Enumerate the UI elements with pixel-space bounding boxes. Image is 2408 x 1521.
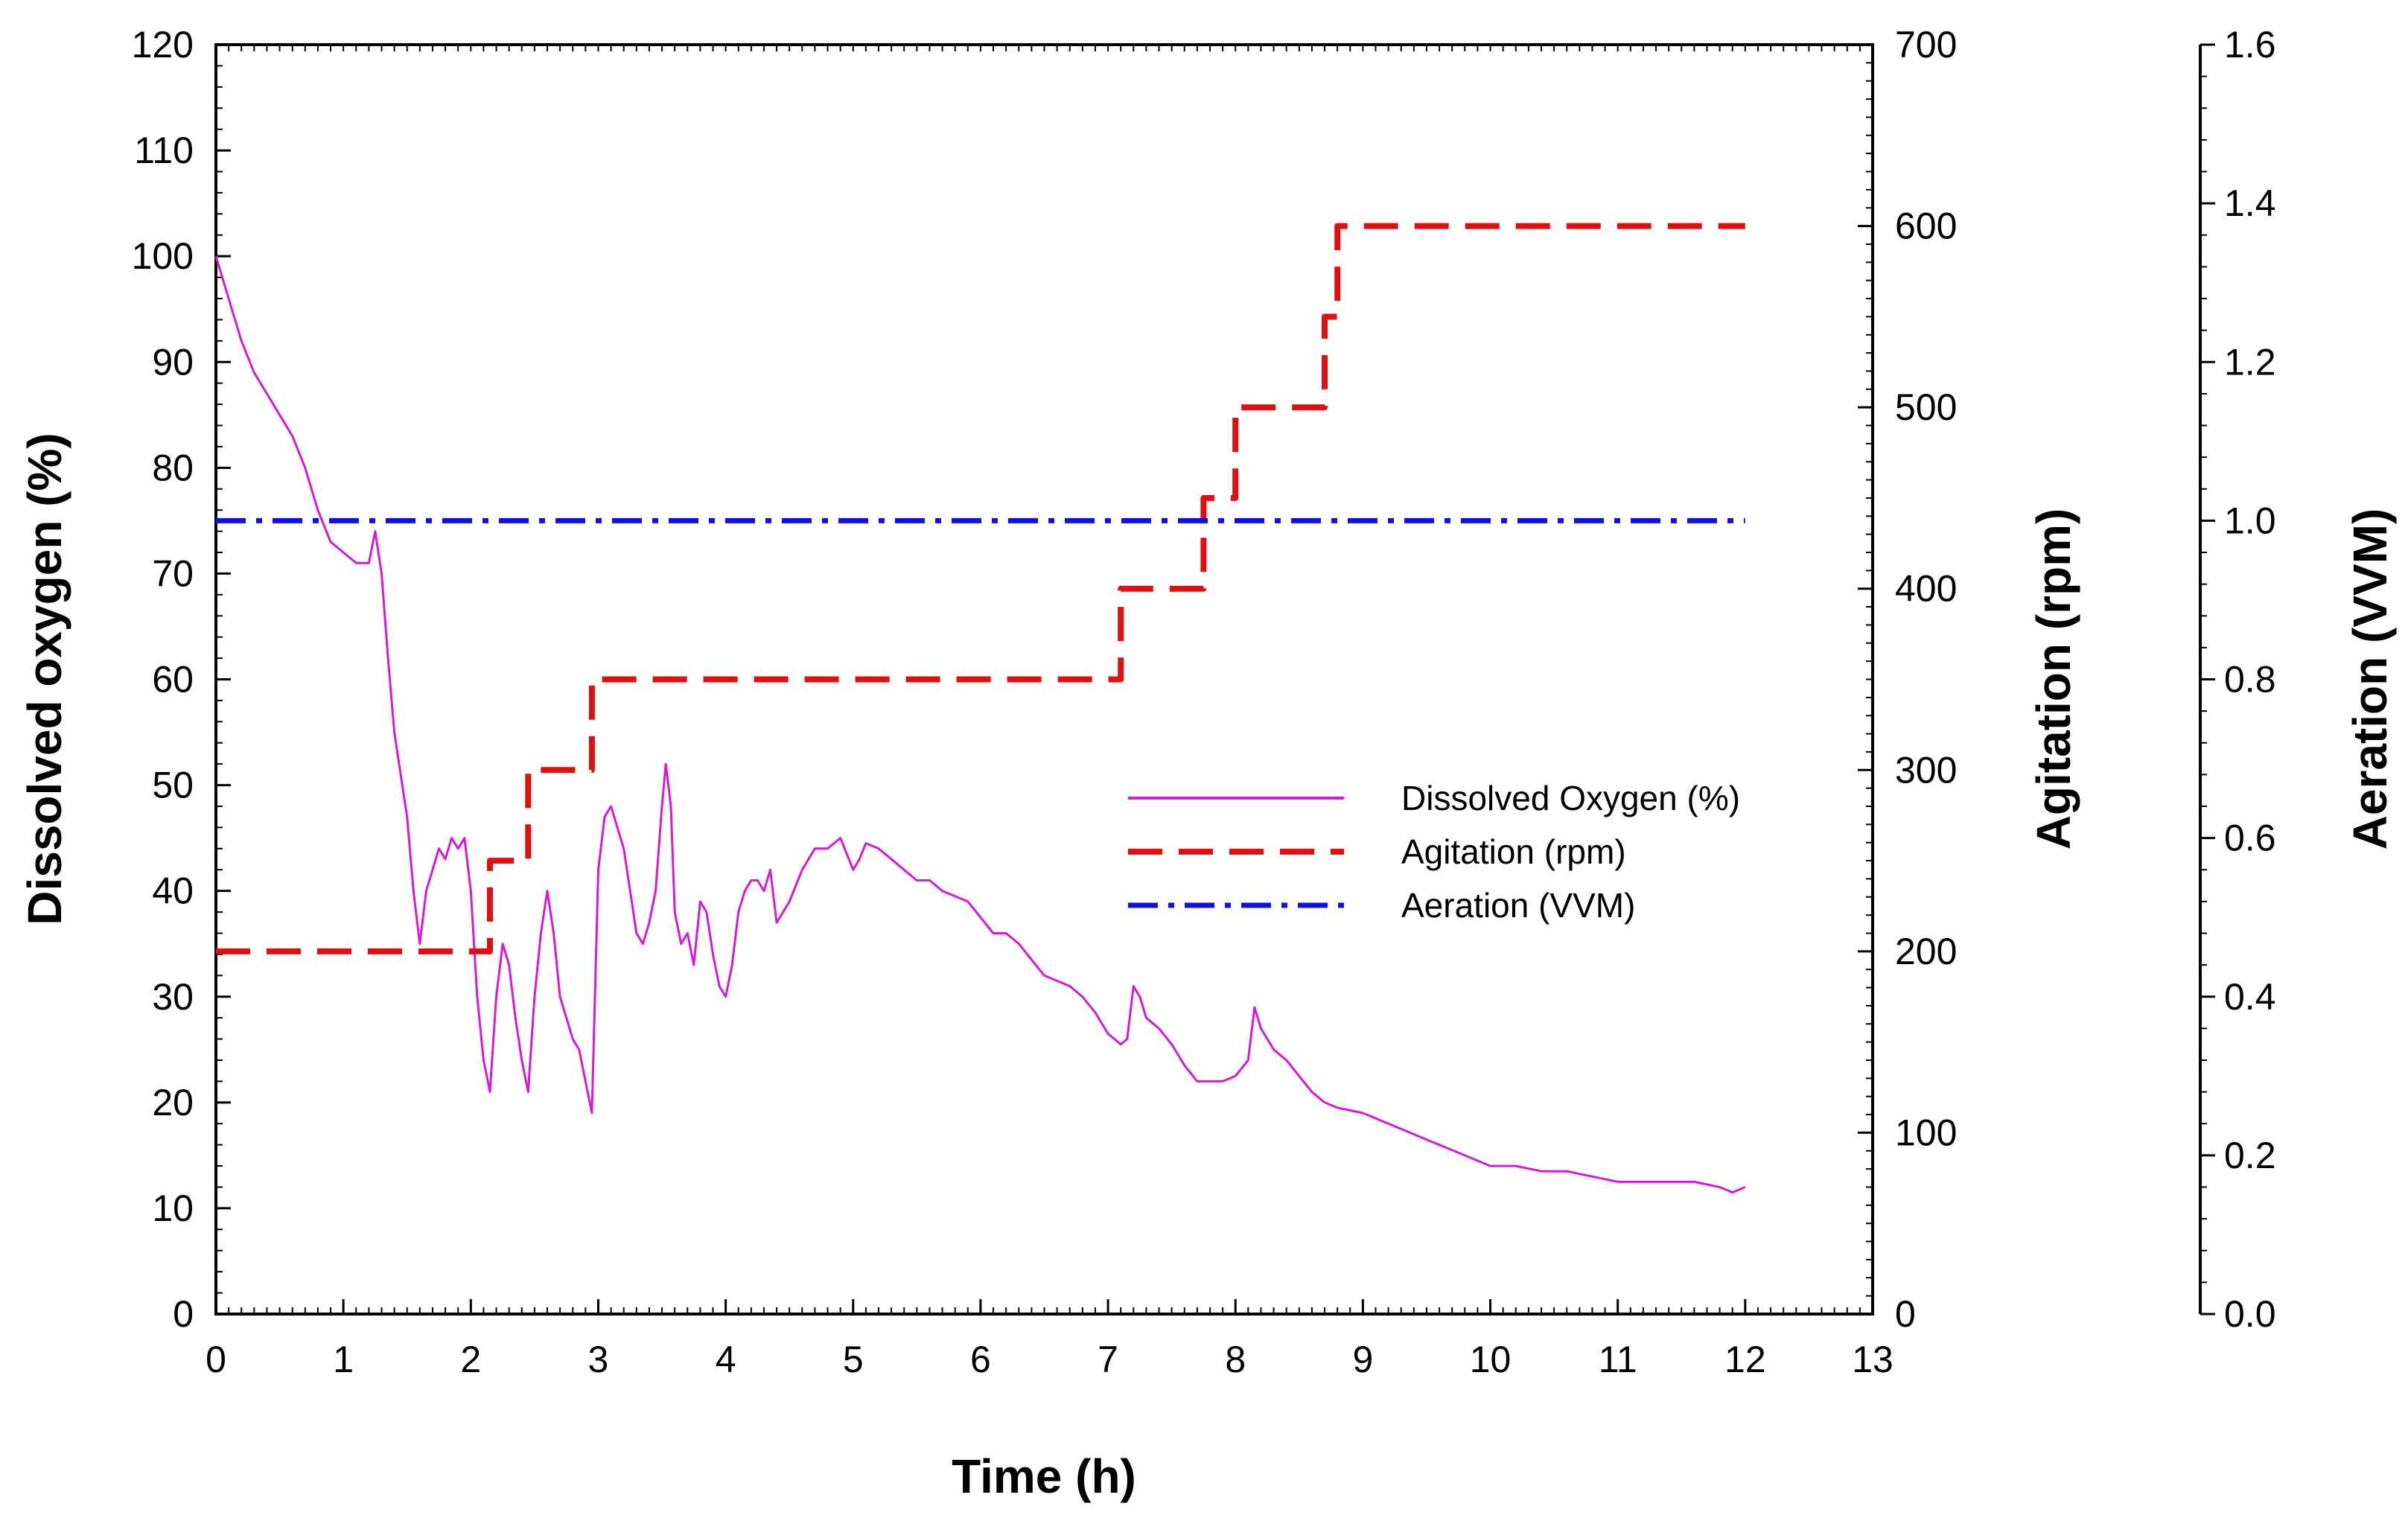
right-tick-label: 500 — [1895, 386, 1957, 428]
left-tick-label: 100 — [132, 235, 194, 277]
far-right-tick-label: 1.0 — [2224, 500, 2276, 541]
series-line-dissolved-oxygen — [214, 255, 1746, 1194]
left-tick-label: 10 — [152, 1187, 194, 1229]
x-tick-label: 6 — [970, 1339, 991, 1380]
right-tick-label: 0 — [1895, 1293, 1916, 1335]
x-tick-label: 11 — [1599, 1339, 1637, 1380]
far-right-tick-label: 1.6 — [2224, 24, 2276, 66]
legend-label-agitation: Agitation (rpm) — [1401, 832, 1626, 871]
x-tick-label: 12 — [1724, 1339, 1766, 1380]
left-tick-label: 20 — [152, 1082, 194, 1123]
x-tick-label: 7 — [1098, 1339, 1118, 1380]
legend: Dissolved Oxygen (%) Agitation (rpm) Aer… — [1128, 779, 1740, 925]
right-tick-label: 600 — [1895, 205, 1957, 247]
far-right-tick-label: 0.6 — [2224, 817, 2276, 859]
x-tick-label: 1 — [333, 1339, 354, 1380]
right-axis-ticks: 0 100 200 300 400 500 600 700 — [1858, 24, 1957, 1335]
far-right-tick-label: 0.8 — [2224, 659, 2276, 701]
right-tick-label: 200 — [1895, 931, 1957, 972]
left-tick-label: 80 — [152, 447, 194, 488]
legend-label-aeration: Aeration (VVM) — [1401, 886, 1635, 925]
series-layer — [214, 223, 1746, 1194]
right-tick-label: 400 — [1895, 568, 1957, 610]
far-right-tick-label: 1.4 — [2224, 182, 2276, 224]
minor-ticks — [215, 44, 2207, 1315]
x-tick-label: 10 — [1470, 1339, 1512, 1380]
right-tick-label: 100 — [1895, 1112, 1957, 1153]
right-tick-label: 700 — [1895, 24, 1957, 66]
left-tick-label: 60 — [152, 659, 194, 701]
left-axis-ticks: 0 10 20 30 40 50 60 70 80 90 100 110 120 — [132, 24, 231, 1335]
left-tick-label: 110 — [134, 130, 194, 171]
x-tick-label: 3 — [588, 1339, 609, 1380]
x-tick-label: 4 — [716, 1339, 736, 1380]
far-right-tick-label: 1.2 — [2224, 341, 2276, 383]
far-right-axis-ticks: 0.0 0.2 0.4 0.6 0.8 1.0 1.2 1.4 1.6 — [2200, 24, 2276, 1335]
far-right-axis-title: Aeration (VVM) — [2343, 508, 2397, 850]
left-tick-label: 70 — [152, 552, 194, 594]
x-axis-title: Time (h) — [952, 1450, 1136, 1503]
left-tick-label: 120 — [132, 24, 194, 66]
left-tick-label: 40 — [152, 870, 194, 912]
x-tick-label: 8 — [1225, 1339, 1246, 1380]
left-tick-label: 30 — [152, 976, 194, 1018]
x-tick-label: 13 — [1852, 1339, 1893, 1380]
x-tick-label: 5 — [843, 1339, 864, 1380]
series-line-agitation-rpm — [216, 223, 1745, 954]
far-right-tick-label: 0.0 — [2224, 1293, 2276, 1335]
right-tick-label: 300 — [1895, 749, 1957, 791]
left-tick-label: 50 — [152, 765, 194, 806]
x-axis-ticks: 0 1 2 3 4 5 6 7 8 9 10 11 12 13 — [206, 1299, 1893, 1380]
far-right-tick-label: 0.2 — [2224, 1135, 2276, 1176]
legend-label-dissolved-oxygen: Dissolved Oxygen (%) — [1401, 779, 1740, 817]
right-axis-title: Agitation (rpm) — [2027, 508, 2080, 850]
x-tick-label: 9 — [1352, 1339, 1373, 1380]
far-right-tick-label: 0.4 — [2224, 976, 2276, 1018]
left-axis-title: Dissolved oxygen (%) — [18, 433, 71, 925]
x-tick-label: 0 — [206, 1339, 226, 1380]
x-tick-label: 2 — [460, 1339, 481, 1380]
left-tick-label: 0 — [173, 1293, 194, 1335]
plot-frame — [214, 43, 1874, 1316]
left-tick-label: 90 — [152, 341, 194, 383]
